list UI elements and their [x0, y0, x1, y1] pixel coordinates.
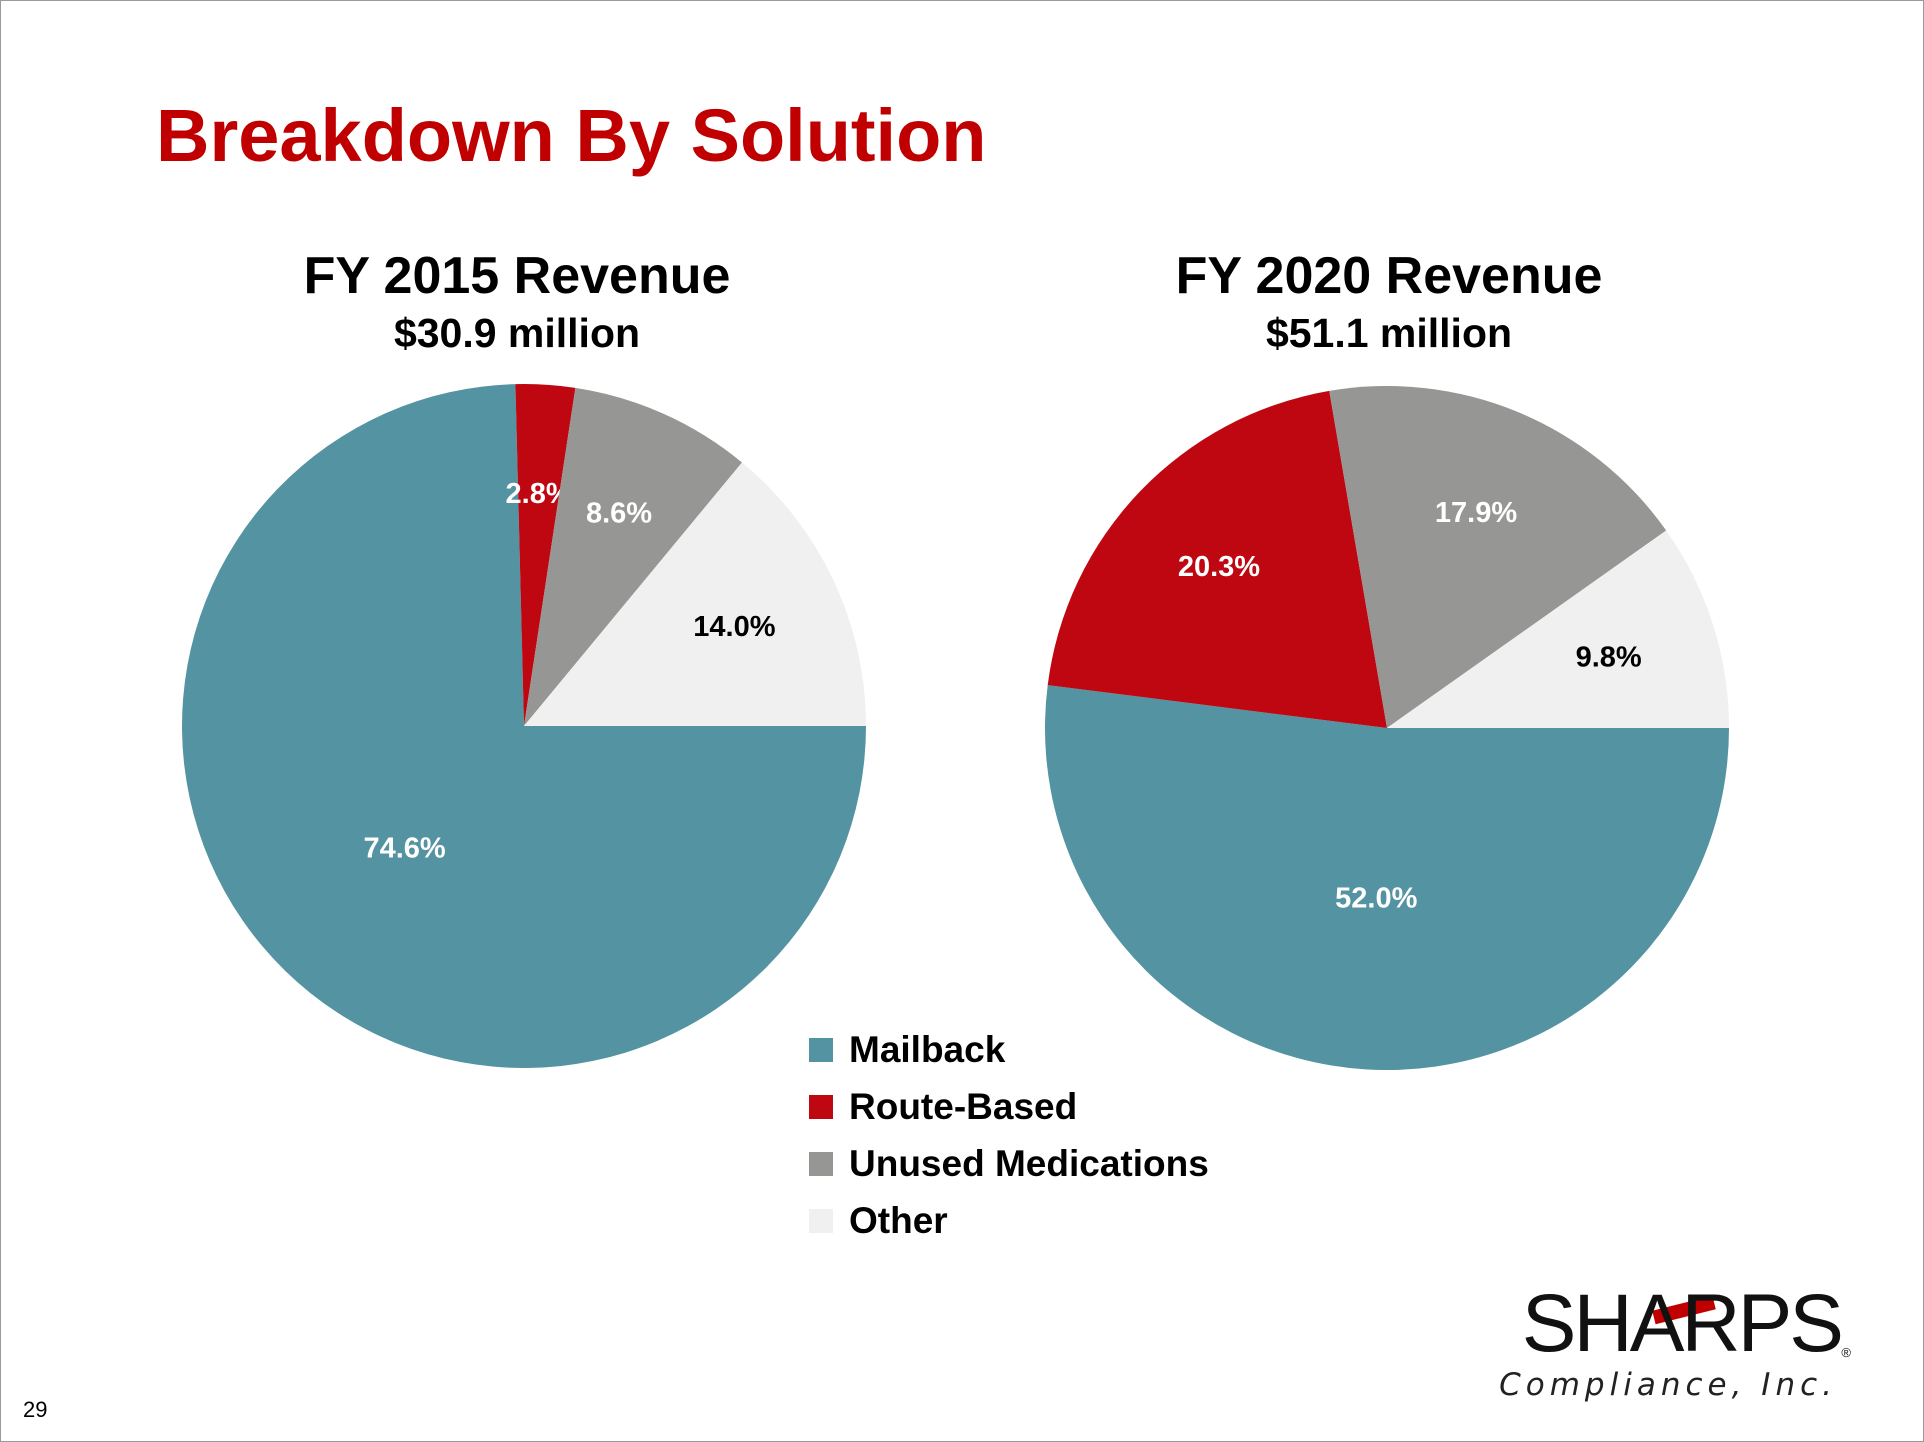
legend-swatch-mailback	[809, 1037, 833, 1062]
logo-registered-mark: ®	[1841, 1345, 1851, 1360]
pie-2015-slice-mailback	[182, 384, 866, 1068]
page-number: 29	[23, 1397, 48, 1422]
legend-label-mailback: Mailback	[849, 1028, 1006, 1070]
pie-2020-label-unused-medications: 17.9%	[1435, 497, 1517, 529]
pie-2015-slice-route-based	[515, 384, 576, 726]
slide-title: Breakdown By Solution	[156, 94, 987, 177]
pie-2015-title-block: FY 2015 Revenue $30.9 million	[167, 245, 867, 359]
pie-2020-title: FY 2020 Revenue	[1175, 247, 1603, 305]
legend-swatch-route-based	[809, 1094, 833, 1119]
pie-2015-slice-other	[524, 462, 866, 726]
legend: Mailback Route-Based Unused Medications …	[809, 1021, 1209, 1249]
legend-item-mailback: Mailback	[809, 1021, 1209, 1078]
pie-2020-slice-other	[1387, 530, 1729, 728]
pie-2015-label-other: 14.0%	[693, 611, 775, 643]
legend-swatch-other	[809, 1208, 833, 1233]
logo-tagline: Compliance, Inc.	[1499, 1367, 1837, 1403]
pie-2020-subtitle: $51.1 million	[1265, 310, 1513, 356]
legend-item-unused-medications: Unused Medications	[809, 1135, 1209, 1192]
pie-2015-label-unused-medications: 8.6%	[586, 498, 652, 530]
pie-2015-title: FY 2015 Revenue	[303, 247, 731, 305]
pie-2020-label-other: 9.8%	[1576, 642, 1642, 674]
logo-wordmark: SHARPS	[1521, 1278, 1844, 1369]
pie-chart-2015: 74.6%2.8%8.6%14.0%	[182, 384, 866, 1068]
legend-label-route-based: Route-Based	[849, 1085, 1078, 1127]
pie-2020-slice-route-based	[1047, 390, 1387, 728]
legend-item-other: Other	[809, 1192, 1209, 1249]
pie-2015-slice-unused-medications	[524, 387, 742, 726]
legend-label-unused-medications: Unused Medications	[849, 1142, 1209, 1184]
company-logo: SHARPS ® Compliance, Inc.	[1499, 1278, 1851, 1413]
pie-2020-label-mailback: 52.0%	[1335, 883, 1417, 915]
pie-2020-slice-mailback	[1045, 685, 1729, 1070]
legend-item-route-based: Route-Based	[809, 1078, 1209, 1135]
pie-2015-subtitle: $30.9 million	[393, 310, 641, 356]
pie-2020-label-route-based: 20.3%	[1178, 551, 1260, 583]
pie-chart-2020: 52.0% 20.3% 17.9% 9.8%	[1045, 386, 1729, 1070]
pie-2020-title-block: FY 2020 Revenue $51.1 million	[1039, 245, 1739, 359]
pie-2020-slice-unused-medications	[1329, 386, 1667, 728]
legend-label-other: Other	[849, 1199, 948, 1241]
legend-swatch-unused-medications	[809, 1151, 833, 1176]
pie-2015-label-mailback: 74.6%	[363, 832, 445, 864]
